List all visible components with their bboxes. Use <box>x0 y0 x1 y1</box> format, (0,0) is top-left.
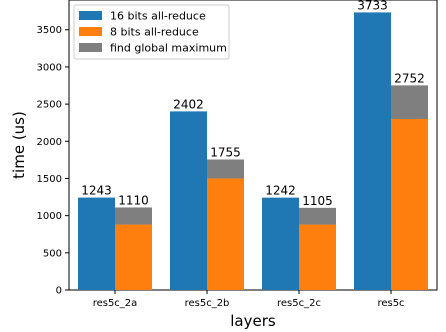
data-label-left: 1243 <box>81 184 112 198</box>
y-tick-label: 1000 <box>37 211 62 222</box>
y-tick-label: 3500 <box>37 25 62 36</box>
bar-8-bits <box>299 224 336 290</box>
bar-find-global-maximum <box>207 159 244 179</box>
bar-16-bits <box>354 12 391 291</box>
y-tick-label: 1500 <box>37 174 62 185</box>
bar-find-global-maximum <box>391 85 428 119</box>
bars <box>78 12 428 291</box>
bar-16-bits <box>78 197 115 290</box>
legend-box <box>73 4 230 60</box>
x-axis: res5c_2a res5c_2b res5c_2c res5c <box>93 290 405 309</box>
data-label-left: 2402 <box>173 97 204 111</box>
bar-8-bits <box>391 118 428 290</box>
legend-swatch <box>79 27 102 36</box>
legend-swatch <box>79 11 102 20</box>
bar-16-bits <box>170 111 207 290</box>
legend: 16 bits all-reduce 8 bits all-reduce find … <box>73 4 230 60</box>
x-tick-label: res5c_2a <box>93 298 138 309</box>
data-label-right: 2752 <box>394 71 425 85</box>
y-tick-label: 500 <box>43 248 62 259</box>
y-axis-title: time (us) <box>10 111 28 179</box>
bar-find-global-maximum <box>115 207 152 225</box>
data-label-right: 1105 <box>302 194 333 208</box>
data-label-right: 1110 <box>118 193 149 207</box>
data-label-right: 1755 <box>210 146 241 160</box>
x-tick-label: res5c_2c <box>277 298 321 309</box>
data-labels: 1243 1110 2402 1755 1242 1105 3733 2752 <box>81 0 425 208</box>
bar-8-bits <box>115 224 152 290</box>
legend-label: 16 bits all-reduce <box>110 10 206 23</box>
y-tick-label: 2500 <box>37 100 62 111</box>
y-tick-label: 2000 <box>37 137 62 148</box>
data-label-left: 3733 <box>357 0 388 12</box>
y-tick-label: 3000 <box>37 62 62 73</box>
bar-find-global-maximum <box>299 207 336 225</box>
legend-label: find global maximum <box>110 42 227 55</box>
bar-16-bits <box>262 197 299 290</box>
data-label-left: 1242 <box>265 184 296 198</box>
x-axis-title: layers <box>230 312 276 330</box>
legend-swatch <box>79 43 102 52</box>
x-tick-label: res5c <box>377 298 404 309</box>
y-tick-label: 0 <box>56 286 62 297</box>
x-tick-label: res5c_2b <box>185 298 230 309</box>
y-axis: 0 500 1000 1500 2000 2500 3000 3500 <box>37 25 69 297</box>
bar-8-bits <box>207 178 244 290</box>
legend-label: 8 bits all-reduce <box>110 26 199 39</box>
